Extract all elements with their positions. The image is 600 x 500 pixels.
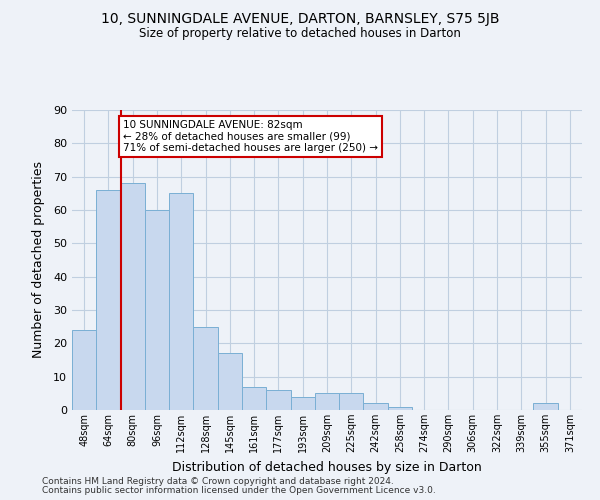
Bar — [193, 326, 218, 410]
Text: Contains public sector information licensed under the Open Government Licence v3: Contains public sector information licen… — [42, 486, 436, 495]
Bar — [96, 190, 121, 410]
Bar — [218, 354, 242, 410]
Bar — [121, 184, 145, 410]
X-axis label: Distribution of detached houses by size in Darton: Distribution of detached houses by size … — [172, 460, 482, 473]
Bar — [242, 386, 266, 410]
Bar — [339, 394, 364, 410]
Y-axis label: Number of detached properties: Number of detached properties — [32, 162, 44, 358]
Bar — [72, 330, 96, 410]
Bar — [266, 390, 290, 410]
Bar — [364, 404, 388, 410]
Text: 10, SUNNINGDALE AVENUE, DARTON, BARNSLEY, S75 5JB: 10, SUNNINGDALE AVENUE, DARTON, BARNSLEY… — [101, 12, 499, 26]
Text: Size of property relative to detached houses in Darton: Size of property relative to detached ho… — [139, 28, 461, 40]
Bar — [290, 396, 315, 410]
Bar — [315, 394, 339, 410]
Text: Contains HM Land Registry data © Crown copyright and database right 2024.: Contains HM Land Registry data © Crown c… — [42, 477, 394, 486]
Bar — [145, 210, 169, 410]
Bar — [169, 194, 193, 410]
Bar — [388, 406, 412, 410]
Bar — [533, 404, 558, 410]
Text: 10 SUNNINGDALE AVENUE: 82sqm
← 28% of detached houses are smaller (99)
71% of se: 10 SUNNINGDALE AVENUE: 82sqm ← 28% of de… — [123, 120, 378, 153]
